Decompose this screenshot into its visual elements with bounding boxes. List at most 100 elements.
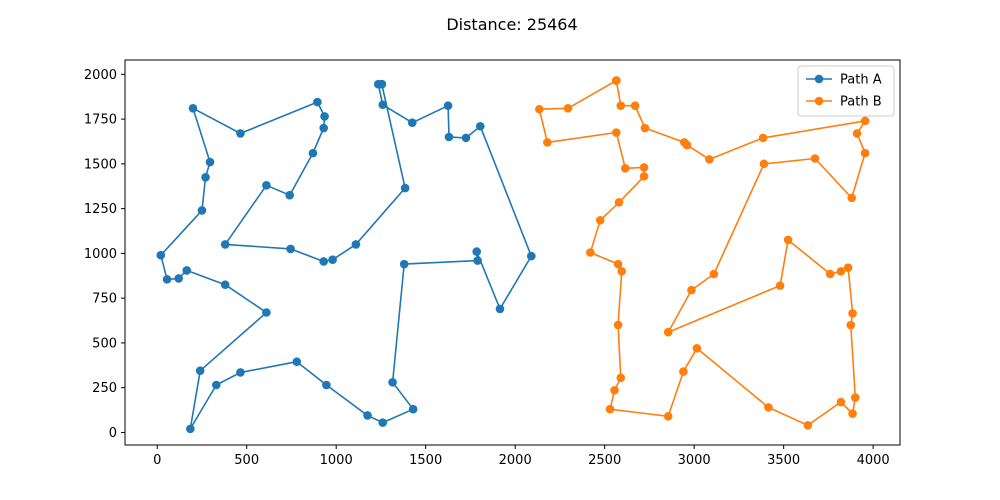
path-a-point <box>182 266 192 275</box>
x-tick-label: 3500 <box>767 453 800 468</box>
path-a-point <box>378 418 388 427</box>
path-b-point <box>847 193 856 203</box>
path-b-point <box>850 393 860 402</box>
path-a-point <box>186 424 195 434</box>
path-a-point <box>408 404 418 414</box>
path-a-point <box>377 79 387 89</box>
path-b-point <box>680 138 689 147</box>
path-a-point <box>320 112 329 121</box>
y-axis: 0 250 500 750 1000 1250 1500 1750 2000 <box>84 68 125 441</box>
legend-label: Path A <box>840 73 882 88</box>
path-a-point <box>443 101 453 110</box>
path-a-point <box>473 256 482 265</box>
path-b-point <box>543 138 552 147</box>
path-a-point <box>319 123 328 133</box>
path-b-point <box>535 104 544 114</box>
path-a-point <box>220 280 230 290</box>
path-a-point <box>156 250 166 260</box>
path-b-point <box>825 269 835 279</box>
y-tick-label: 1250 <box>84 202 117 217</box>
path-b-point <box>679 367 688 376</box>
path-b-point <box>613 259 623 269</box>
path-b-point <box>614 198 624 207</box>
path-a-point <box>472 247 482 256</box>
path-a-point <box>262 181 271 190</box>
x-tick-label: 500 <box>234 453 259 468</box>
path-a-point <box>351 240 361 249</box>
path-b-point <box>758 133 768 143</box>
path-a-point <box>526 251 536 261</box>
legend-item-path-b: Path B <box>806 95 882 110</box>
path-a-point <box>407 118 417 127</box>
legend-item-path-a: Path A <box>806 73 882 88</box>
chart-title: Distance: 25464 <box>446 15 577 34</box>
legend: Path A Path B <box>797 65 895 117</box>
plot-frame <box>124 59 901 446</box>
series-layer <box>156 76 870 434</box>
path-a-point <box>313 97 322 107</box>
y-tick-label: 0 <box>109 426 117 441</box>
path-b-point <box>860 116 870 126</box>
path-a-point <box>197 206 207 215</box>
path-a-point <box>363 411 372 420</box>
path-b-point <box>843 263 853 273</box>
path-b-point <box>639 172 649 181</box>
path-b-point <box>848 309 857 318</box>
path-b-point <box>836 397 846 407</box>
x-tick-label: 2000 <box>499 453 532 468</box>
path-a-point <box>292 357 302 367</box>
path-a-point <box>195 366 205 375</box>
path-b-point <box>775 281 785 290</box>
path-b-point <box>616 101 626 110</box>
path-a-point <box>461 133 471 143</box>
path-b-point <box>610 386 619 395</box>
y-tick-label: 1500 <box>84 157 117 172</box>
path-a-point <box>328 255 337 264</box>
path-b-point <box>852 129 862 138</box>
path-a-point <box>286 244 295 254</box>
x-tick-label: 4000 <box>857 453 890 468</box>
path-b-point <box>586 248 595 257</box>
path-b-point <box>846 320 856 330</box>
path-a-point <box>188 104 198 113</box>
y-tick-label: 250 <box>92 381 117 396</box>
path-a-point <box>236 129 245 138</box>
path-b-point <box>810 154 820 163</box>
path-a-point <box>236 368 245 377</box>
path-a-point <box>285 190 294 200</box>
x-tick-label: 2500 <box>588 453 621 468</box>
path-b-point <box>783 235 793 245</box>
path-a-point <box>400 183 410 193</box>
path-b-point <box>616 373 626 383</box>
path-b-point <box>612 76 621 85</box>
path-b-series <box>535 76 870 430</box>
path-b-point <box>617 267 626 276</box>
path-a-series <box>156 79 536 434</box>
path-a-point <box>388 378 397 387</box>
plot-area <box>124 59 901 446</box>
path-b-point <box>836 267 846 276</box>
path-a-point <box>308 148 318 158</box>
path-b-point <box>803 421 813 430</box>
x-tick-label: 1000 <box>320 453 353 468</box>
path-a-point <box>399 259 409 269</box>
legend-label: Path B <box>840 95 882 110</box>
path-b-point <box>848 409 857 418</box>
path-b-point <box>595 215 605 225</box>
path-a-point <box>174 274 183 283</box>
path-b-point <box>663 327 673 337</box>
path-a-point <box>322 380 331 390</box>
path-a-point <box>495 304 505 314</box>
path-b-point <box>663 412 673 421</box>
path-a-point <box>444 132 454 142</box>
path-a-point <box>201 172 210 182</box>
x-tick-label: 0 <box>153 453 161 468</box>
y-tick-label: 1000 <box>84 247 117 262</box>
path-b-point <box>860 148 870 158</box>
path-b-point <box>620 164 630 173</box>
path-b-point <box>709 269 719 279</box>
y-tick-label: 2000 <box>84 68 117 83</box>
legend-swatch-marker <box>814 74 824 84</box>
path-b-point <box>687 285 696 295</box>
